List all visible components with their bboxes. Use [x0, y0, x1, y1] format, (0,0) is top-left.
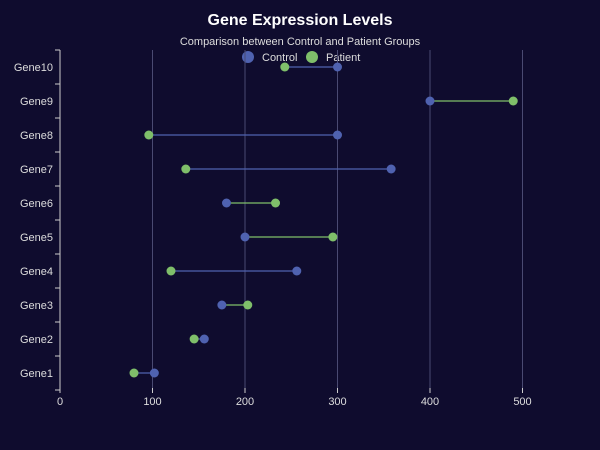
y-tick-label: Gene7 [20, 164, 53, 176]
chart-subtitle: Comparison between Control and Patient G… [180, 36, 421, 48]
control-point [386, 164, 396, 174]
legend-label-patient: Patient [326, 52, 360, 64]
grid-lines [152, 50, 523, 388]
chart-title: Gene Expression Levels [208, 12, 393, 29]
x-tick-label: 200 [236, 396, 254, 408]
y-tick-label: Gene6 [20, 198, 53, 210]
control-point [425, 96, 435, 106]
y-tick-label: Gene5 [20, 232, 53, 244]
x-tick-label: 0 [57, 396, 63, 408]
patient-point [144, 130, 154, 140]
y-tick-label: Gene1 [20, 368, 53, 380]
patient-point [189, 334, 199, 344]
control-point [333, 130, 342, 140]
x-tick-label: 300 [328, 396, 346, 408]
legend-marker-control [242, 51, 254, 63]
legend: Control Patient [242, 51, 360, 64]
patient-point [166, 266, 176, 276]
control-point [222, 198, 231, 208]
control-point [333, 62, 342, 72]
x-tick-label: 500 [513, 396, 531, 408]
patient-point [280, 62, 290, 72]
control-point [217, 300, 227, 310]
y-tick-label: Gene2 [20, 334, 53, 346]
axes: 0 100 200 300 400 500 Gene1 Gene2 Gene3 Gene4 Gene… [14, 49, 532, 408]
y-tick-label: Gene3 [20, 300, 53, 312]
control-point [240, 232, 250, 242]
patient-point [129, 368, 139, 378]
y-tick-label: Gene4 [20, 266, 53, 278]
patient-point [243, 300, 253, 310]
control-point [199, 334, 209, 344]
x-tick-label: 400 [421, 396, 439, 408]
y-tick-label: Gene8 [20, 130, 53, 142]
control-point [149, 368, 159, 378]
x-tick-label: 100 [143, 396, 161, 408]
legend-marker-patient [306, 51, 318, 63]
dumbbell-marks [129, 62, 518, 378]
patient-point [271, 198, 281, 208]
patient-point [508, 96, 518, 106]
patient-point [328, 232, 338, 242]
patient-point [181, 164, 191, 174]
y-tick-label: Gene9 [20, 96, 53, 108]
legend-label-control: Control [262, 52, 297, 64]
y-tick-label: Gene10 [14, 62, 53, 74]
control-point [292, 266, 302, 276]
